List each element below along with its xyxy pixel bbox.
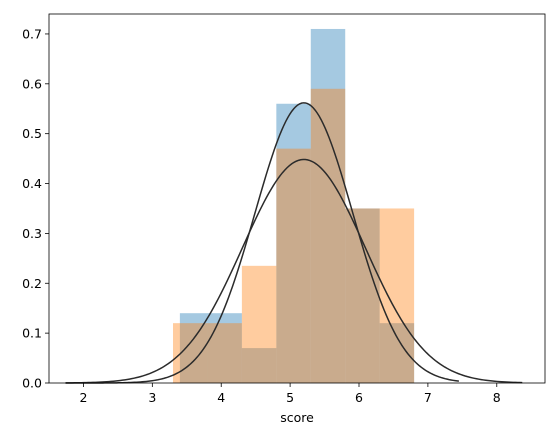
x-tick-label: 2 <box>79 390 87 405</box>
histogram-bar-s2-7 <box>379 208 415 383</box>
histogram-bar-s2-5 <box>310 88 346 383</box>
kde-curve-1 <box>65 102 459 384</box>
x-tick-label: 4 <box>217 390 225 405</box>
x-tick-label: 8 <box>493 390 501 405</box>
histogram-bar-s1-3 <box>241 348 277 383</box>
y-tick-label: 0.1 <box>22 326 42 341</box>
histogram-bar-s1-6 <box>345 208 380 383</box>
histogram-bar-s1-5 <box>310 28 346 383</box>
histogram-bar-s2-4 <box>276 148 311 383</box>
y-tick-label: 0.5 <box>22 126 42 141</box>
histogram-bar-s1-4 <box>276 103 311 383</box>
axes-frame <box>48 13 546 384</box>
histogram-bar-s1-7 <box>379 323 415 383</box>
y-tick-label: 0.2 <box>22 276 42 291</box>
histogram-bar-s2-3 <box>241 265 277 383</box>
y-tick-label: 0.7 <box>22 26 42 41</box>
x-tick-label: 3 <box>148 390 156 405</box>
x-axis-ticks: 2 3 4 5 6 7 8 <box>79 383 501 405</box>
x-tick-label: 6 <box>355 390 363 405</box>
y-axis-ticks: 0.0 0.1 0.2 0.3 0.4 0.5 0.6 0.7 <box>22 26 49 391</box>
x-tick-label: 7 <box>424 390 432 405</box>
kde-curves <box>65 102 523 384</box>
x-axis-label: score <box>280 410 314 425</box>
y-tick-label: 0.4 <box>22 176 42 191</box>
y-tick-label: 0.6 <box>22 76 42 91</box>
histogram-bar-s2-6 <box>345 208 380 383</box>
y-tick-label: 0.3 <box>22 226 42 241</box>
kde-curve-2 <box>65 158 523 384</box>
x-tick-label: 5 <box>286 390 294 405</box>
histogram-bar-s2-2 <box>207 323 242 383</box>
histogram-bar-s1-2 <box>207 313 242 383</box>
histogram-bar-s2-1 <box>173 323 208 383</box>
y-tick-label: 0.0 <box>22 376 42 391</box>
